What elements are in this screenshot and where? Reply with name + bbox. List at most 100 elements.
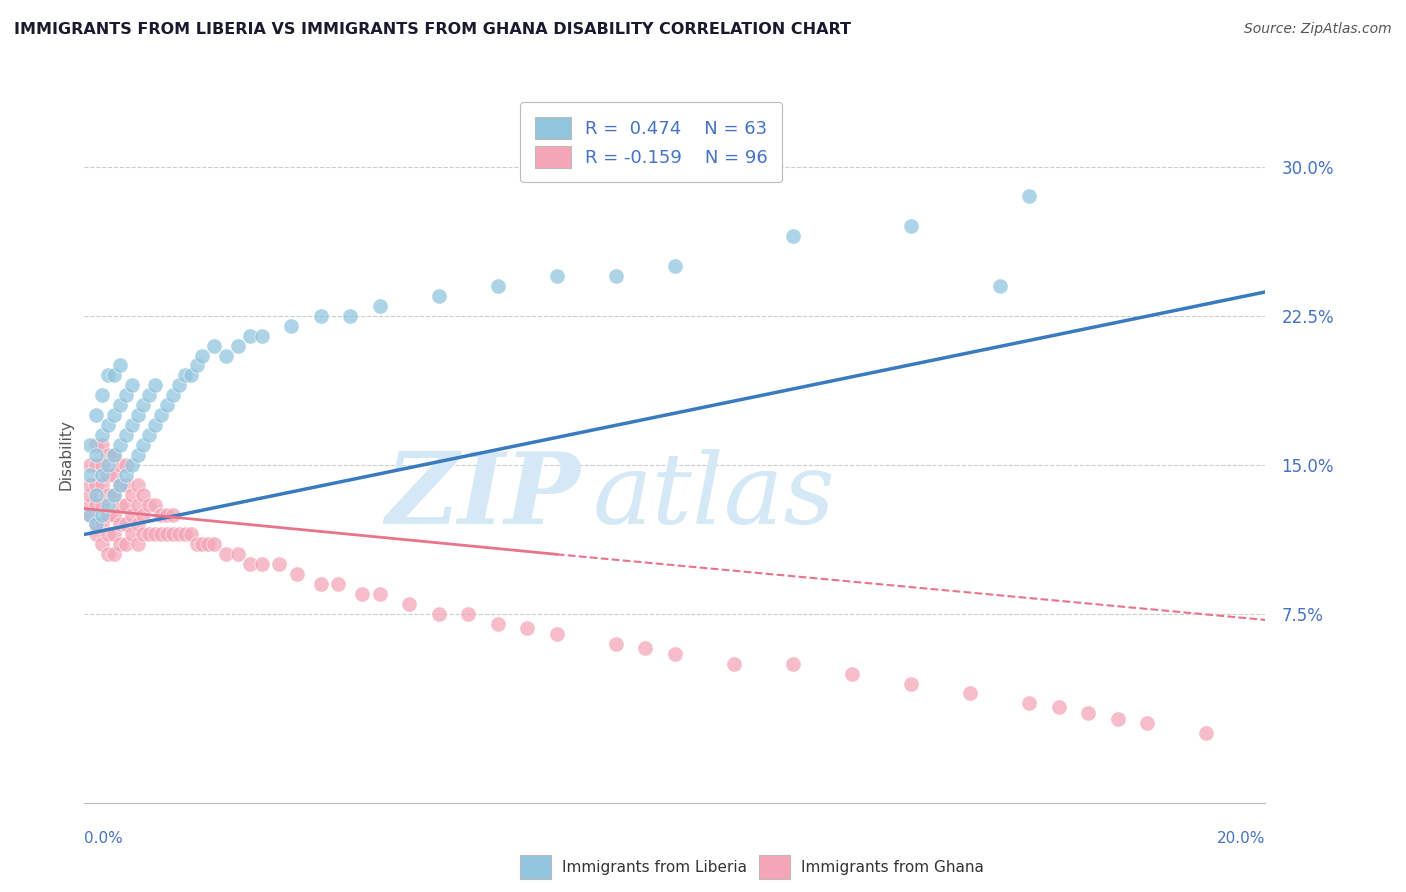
Point bbox=[173, 368, 195, 383]
Point bbox=[103, 547, 125, 561]
Point bbox=[103, 488, 125, 502]
Point bbox=[350, 587, 373, 601]
Point bbox=[167, 378, 190, 392]
Point bbox=[103, 467, 125, 482]
Point bbox=[226, 338, 249, 352]
Point bbox=[132, 527, 155, 541]
Point bbox=[138, 388, 160, 402]
Point bbox=[114, 477, 136, 491]
Point bbox=[84, 527, 107, 541]
Point bbox=[269, 558, 291, 572]
Point bbox=[91, 498, 114, 512]
Point bbox=[84, 438, 107, 452]
Point bbox=[79, 508, 101, 522]
Point bbox=[191, 537, 214, 551]
Point bbox=[108, 517, 131, 532]
Point bbox=[457, 607, 479, 621]
Point bbox=[191, 349, 214, 363]
Point bbox=[143, 418, 166, 433]
Point bbox=[138, 428, 160, 442]
Point bbox=[97, 498, 120, 512]
Point bbox=[664, 259, 686, 273]
Point bbox=[202, 537, 225, 551]
Point bbox=[162, 508, 184, 522]
Point bbox=[103, 488, 125, 502]
Point bbox=[156, 398, 179, 412]
Point bbox=[309, 309, 332, 323]
Point bbox=[132, 398, 155, 412]
Point bbox=[546, 627, 568, 641]
Point bbox=[121, 527, 143, 541]
Point bbox=[197, 537, 219, 551]
Point bbox=[143, 378, 166, 392]
Point bbox=[91, 477, 114, 491]
Point bbox=[121, 508, 143, 522]
Point bbox=[84, 488, 107, 502]
Point bbox=[1107, 712, 1129, 726]
Point bbox=[239, 558, 262, 572]
Point bbox=[143, 498, 166, 512]
Point bbox=[516, 621, 538, 635]
Point bbox=[162, 388, 184, 402]
Point bbox=[605, 268, 627, 283]
Point bbox=[250, 558, 273, 572]
Point bbox=[988, 279, 1011, 293]
Point bbox=[91, 537, 114, 551]
Point bbox=[108, 477, 131, 491]
Point bbox=[114, 517, 136, 532]
Point bbox=[121, 418, 143, 433]
Point bbox=[97, 508, 120, 522]
Point bbox=[127, 537, 149, 551]
Text: Immigrants from Liberia: Immigrants from Liberia bbox=[562, 860, 748, 874]
Point bbox=[114, 388, 136, 402]
Point bbox=[150, 527, 173, 541]
Point bbox=[156, 527, 179, 541]
Point bbox=[97, 488, 120, 502]
Point bbox=[782, 657, 804, 671]
Point bbox=[97, 527, 120, 541]
Point bbox=[79, 438, 101, 452]
Text: atlas: atlas bbox=[592, 449, 835, 544]
Point bbox=[79, 477, 101, 491]
Point bbox=[1136, 716, 1159, 731]
Point bbox=[79, 508, 101, 522]
Point bbox=[427, 289, 450, 303]
Point bbox=[114, 428, 136, 442]
Point bbox=[398, 597, 420, 611]
Point bbox=[368, 299, 391, 313]
Point bbox=[84, 458, 107, 472]
Point bbox=[121, 378, 143, 392]
Point bbox=[79, 488, 101, 502]
Point bbox=[186, 537, 208, 551]
Point bbox=[121, 488, 143, 502]
Point bbox=[114, 467, 136, 482]
Point bbox=[103, 368, 125, 383]
Point bbox=[97, 467, 120, 482]
Point bbox=[91, 458, 114, 472]
Point bbox=[79, 498, 101, 512]
Point bbox=[486, 279, 509, 293]
Point bbox=[150, 508, 173, 522]
Point bbox=[664, 647, 686, 661]
Y-axis label: Disability: Disability bbox=[58, 419, 73, 491]
Point bbox=[150, 408, 173, 422]
Point bbox=[127, 498, 149, 512]
Point bbox=[103, 527, 125, 541]
Point bbox=[280, 318, 302, 333]
Point bbox=[114, 537, 136, 551]
Point bbox=[186, 359, 208, 373]
Point bbox=[103, 508, 125, 522]
Point bbox=[309, 577, 332, 591]
Point bbox=[91, 467, 114, 482]
Point bbox=[900, 676, 922, 690]
Point bbox=[121, 458, 143, 472]
Point bbox=[339, 309, 361, 323]
Point bbox=[97, 418, 120, 433]
Point bbox=[162, 527, 184, 541]
Point bbox=[91, 508, 114, 522]
Point bbox=[782, 229, 804, 244]
Point bbox=[841, 666, 863, 681]
Point bbox=[114, 458, 136, 472]
Point bbox=[132, 508, 155, 522]
Point bbox=[127, 408, 149, 422]
